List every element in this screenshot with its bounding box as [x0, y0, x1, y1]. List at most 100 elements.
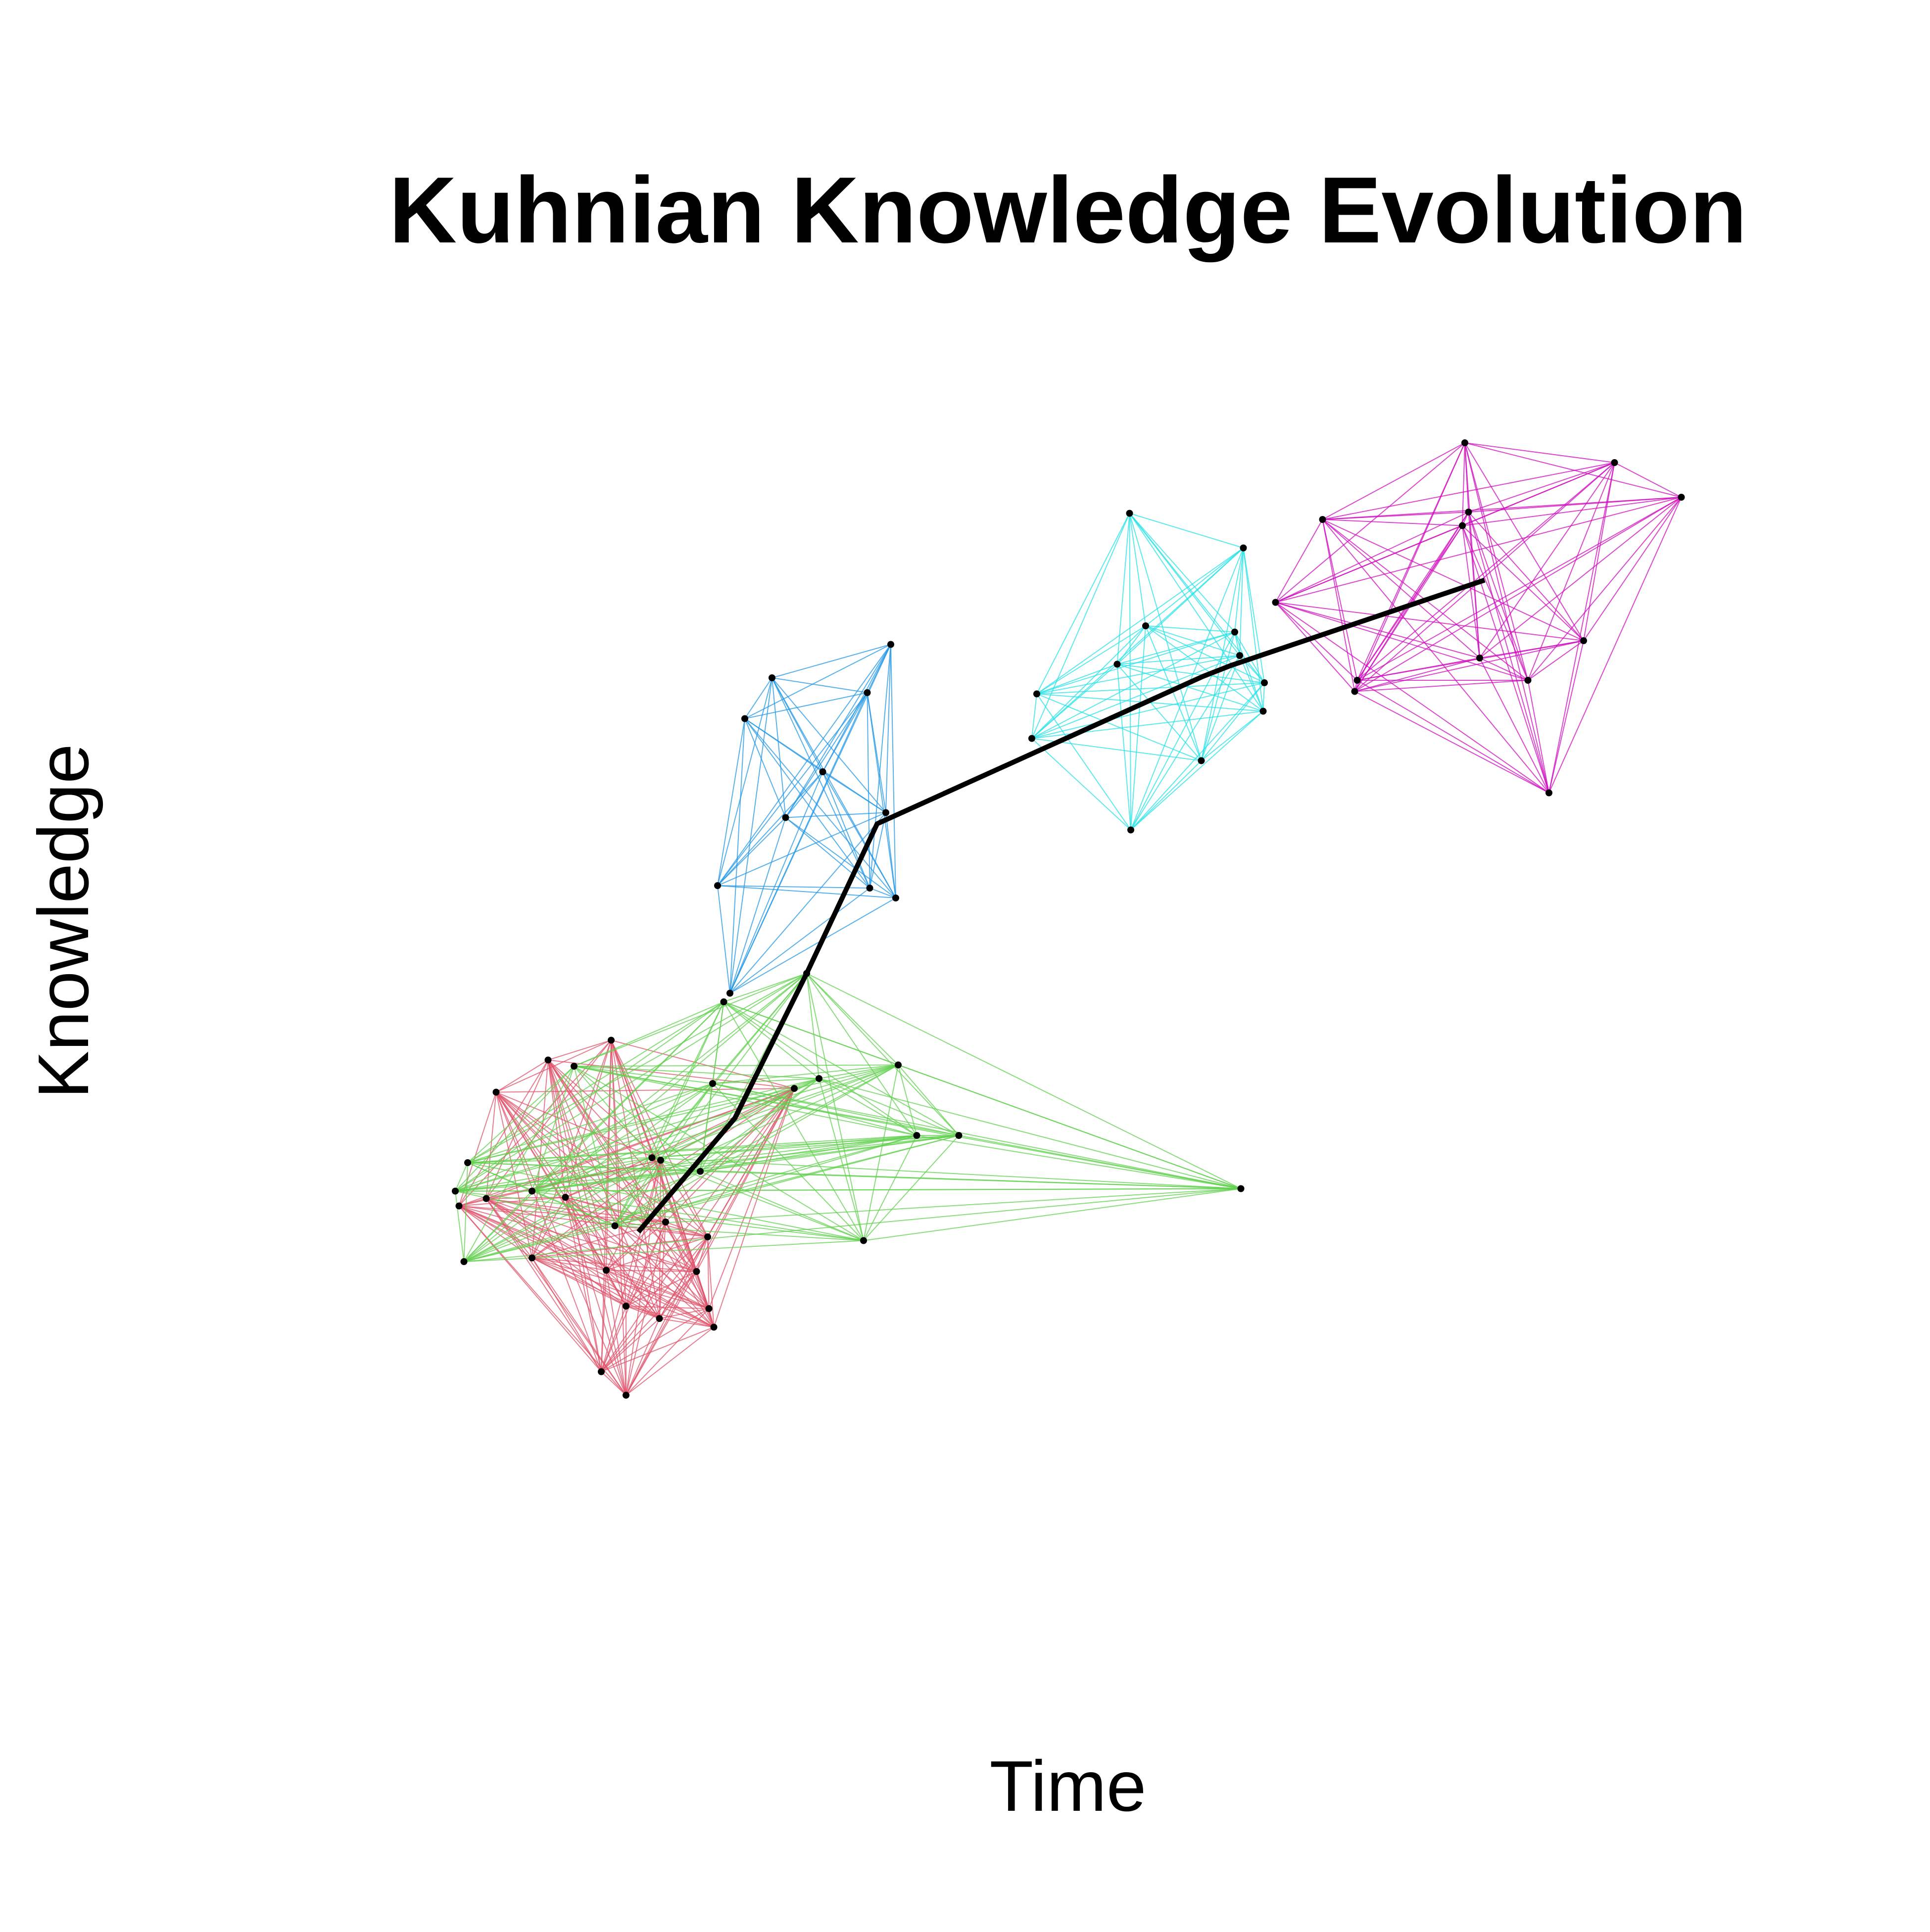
node — [1351, 688, 1358, 695]
edge — [1275, 512, 1469, 603]
edge — [531, 1135, 959, 1192]
edge — [614, 1001, 724, 1226]
edge — [717, 885, 896, 898]
edge — [458, 1205, 602, 1372]
edge — [531, 1197, 566, 1258]
edge — [700, 1135, 959, 1172]
trajectory-layer — [636, 577, 1486, 1234]
edge — [455, 1064, 899, 1192]
edge — [455, 1001, 724, 1192]
edge — [614, 973, 807, 1226]
edge — [463, 1083, 713, 1262]
edge — [1354, 525, 1463, 692]
node — [623, 1303, 629, 1310]
node — [1476, 655, 1483, 661]
edge — [1129, 513, 1244, 549]
edge — [1036, 625, 1146, 695]
edge — [1130, 682, 1265, 831]
edge — [486, 1198, 697, 1272]
edge — [626, 1160, 661, 1307]
edge — [819, 1064, 899, 1079]
node — [608, 1037, 615, 1044]
edge — [700, 1064, 899, 1172]
edge — [665, 1222, 710, 1309]
edge — [1275, 602, 1355, 692]
edge — [1356, 680, 1549, 794]
edge — [606, 1270, 660, 1319]
node — [913, 1132, 920, 1139]
edge — [1548, 640, 1584, 793]
edge — [455, 1135, 959, 1192]
edge — [467, 1078, 820, 1163]
edge — [1462, 525, 1480, 659]
edge — [531, 1088, 795, 1259]
edge — [601, 1236, 708, 1372]
edge — [1145, 625, 1240, 656]
edge — [867, 692, 870, 889]
edge — [455, 1157, 652, 1192]
edge — [917, 1135, 1241, 1189]
edge — [1462, 525, 1584, 641]
edge — [772, 677, 886, 813]
edge — [455, 1135, 917, 1192]
node — [1678, 494, 1685, 501]
node — [1237, 1185, 1245, 1192]
edge — [531, 1064, 899, 1192]
edge — [863, 1135, 960, 1241]
edge — [785, 771, 823, 818]
edge — [606, 1236, 708, 1271]
node — [544, 1056, 552, 1064]
edge — [464, 1135, 959, 1262]
edge — [1583, 497, 1682, 641]
edge — [729, 817, 786, 993]
edge — [547, 1059, 708, 1237]
edge — [1322, 497, 1682, 520]
edge — [1275, 519, 1323, 603]
edge — [772, 644, 891, 678]
node — [529, 1187, 535, 1195]
edge — [1145, 625, 1202, 761]
edge — [1117, 655, 1240, 665]
edge — [744, 718, 870, 889]
edge — [1322, 442, 1465, 520]
edge — [459, 1205, 607, 1271]
edge — [869, 812, 886, 889]
edge — [712, 1078, 820, 1084]
edge — [772, 677, 786, 818]
edge — [531, 1190, 864, 1241]
edge — [565, 1197, 697, 1272]
edge — [626, 1308, 710, 1396]
edge — [1234, 632, 1240, 656]
edge — [1464, 442, 1615, 463]
edge — [1527, 497, 1682, 681]
edge — [1548, 497, 1682, 793]
edge — [1129, 513, 1131, 830]
edge — [1036, 693, 1131, 831]
edge — [712, 1064, 899, 1084]
edge — [467, 1135, 959, 1163]
edge — [863, 1135, 917, 1241]
edge — [729, 771, 823, 993]
edge — [700, 1171, 1241, 1189]
edge — [1116, 625, 1146, 665]
edge — [467, 1066, 575, 1163]
edge — [1462, 497, 1682, 526]
edge — [785, 812, 886, 818]
edge — [606, 1270, 697, 1272]
edge — [822, 692, 868, 772]
edge — [1462, 442, 1465, 526]
edge — [1036, 547, 1244, 695]
node — [1231, 628, 1238, 636]
edge — [464, 1135, 917, 1262]
edge — [1130, 710, 1264, 831]
edge — [1130, 548, 1244, 830]
node — [710, 1323, 718, 1331]
edge — [467, 1083, 713, 1163]
edge — [717, 812, 886, 886]
edge — [717, 692, 868, 886]
edge — [531, 1171, 701, 1192]
edge — [652, 1157, 1241, 1189]
edge — [707, 1236, 715, 1327]
edge — [1354, 658, 1480, 692]
edge — [614, 1171, 701, 1226]
